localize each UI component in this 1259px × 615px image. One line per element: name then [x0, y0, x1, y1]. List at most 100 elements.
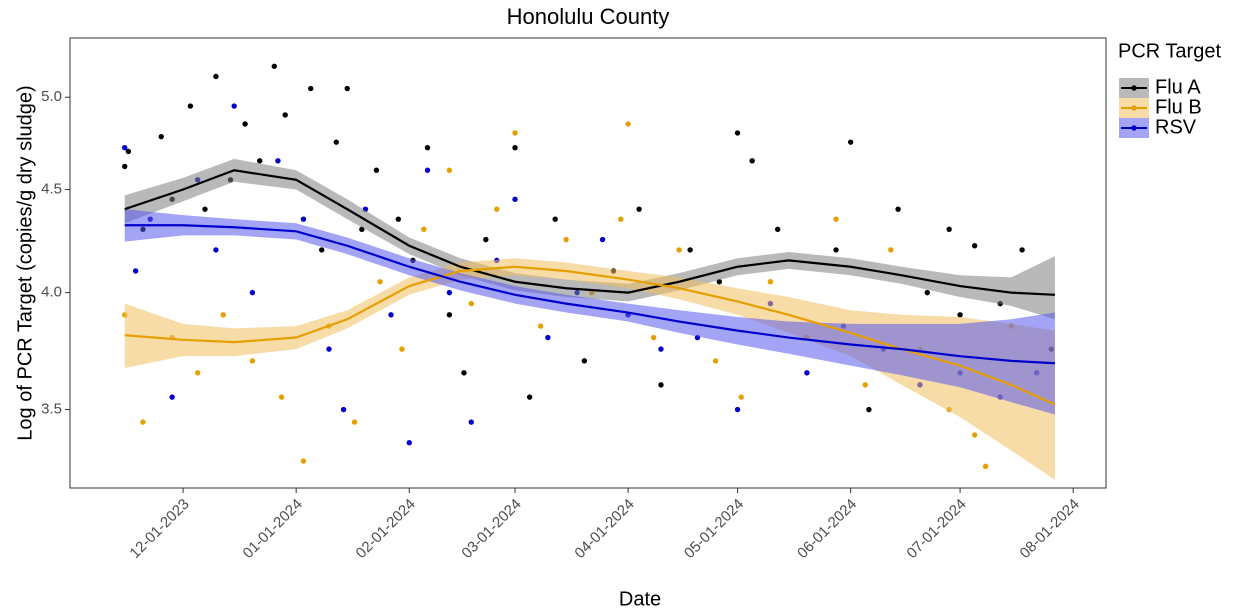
data-point [351, 419, 358, 425]
data-point [862, 382, 868, 388]
data-point [512, 144, 518, 151]
data-point [618, 216, 624, 222]
data-point [275, 158, 281, 164]
data-point [712, 358, 719, 364]
data-point [526, 394, 533, 400]
smooth-line [124, 169, 1055, 296]
data-point [278, 394, 285, 400]
y-tick-label: 4.5 [41, 180, 62, 197]
y-tick-label: 5.0 [41, 88, 62, 105]
data-point [563, 236, 569, 243]
data-point [132, 268, 139, 274]
confidence-band [124, 209, 1055, 415]
data-point [213, 247, 219, 253]
data-point [716, 279, 723, 285]
legend-label: Flu A [1155, 76, 1201, 98]
x-tick-label: 04-01-2024 [571, 496, 637, 562]
data-point [242, 121, 248, 127]
data-point [300, 216, 307, 222]
data-point [187, 103, 194, 109]
x-tick-label: 05-01-2024 [681, 496, 747, 562]
data-point [650, 334, 657, 341]
data-point [271, 63, 277, 69]
data-point [833, 216, 839, 222]
data-point [202, 206, 208, 212]
data-point [140, 419, 146, 425]
legend-key-point [1131, 125, 1137, 131]
data-point [957, 312, 963, 318]
data-point [125, 148, 132, 155]
x-tick-label: 12-01-2023 [126, 496, 192, 562]
data-point [256, 158, 263, 164]
data-point [421, 226, 427, 232]
confidence-band [124, 158, 1055, 320]
data-point [158, 133, 164, 140]
data-point [300, 458, 307, 464]
data-point [494, 206, 500, 212]
x-axis-title: Date [619, 588, 661, 610]
data-point [319, 247, 325, 253]
data-point [249, 289, 256, 296]
data-point [971, 243, 978, 249]
data-point [804, 370, 810, 376]
legend-label: Flu B [1155, 96, 1202, 118]
data-point [446, 312, 453, 318]
legend-key-point [1131, 85, 1137, 91]
data-point [545, 334, 551, 341]
data-point [774, 226, 781, 232]
data-point [687, 247, 693, 253]
data-point [399, 346, 405, 352]
data-point [122, 144, 128, 151]
data-point [406, 439, 412, 446]
data-point [767, 279, 774, 285]
x-tick-label: 08-01-2024 [1017, 496, 1083, 562]
data-point [388, 312, 394, 318]
data-point [971, 432, 978, 438]
x-tick-label: 07-01-2024 [903, 496, 969, 562]
data-point [446, 167, 453, 173]
data-point [581, 358, 588, 364]
data-point [982, 463, 989, 470]
data-point [599, 236, 606, 243]
data-point [169, 394, 175, 400]
data-point [373, 167, 380, 173]
data-point [468, 300, 474, 307]
data-point [749, 158, 755, 164]
data-point [946, 226, 952, 232]
data-point [122, 163, 128, 170]
legend-key-point [1131, 105, 1137, 111]
data-point [636, 206, 642, 212]
data-point [738, 394, 744, 400]
data-point [512, 196, 518, 202]
data-point [249, 358, 256, 364]
data-point [895, 206, 901, 212]
smooth-line [124, 224, 1055, 365]
data-point [734, 406, 741, 413]
data-point [424, 144, 431, 151]
x-tick-label: 01-01-2024 [240, 496, 306, 562]
chart-title: Honolulu County [507, 4, 670, 29]
x-tick-label: 02-01-2024 [353, 496, 419, 562]
data-point [333, 139, 339, 145]
data-point [340, 406, 347, 413]
x-tick-label: 06-01-2024 [794, 496, 860, 562]
data-point [308, 85, 314, 92]
y-tick-label: 4.0 [41, 284, 62, 301]
y-axis-title: Log of PCR Target (copies/g dry sludge) [14, 85, 36, 440]
data-point [847, 139, 854, 145]
data-point [194, 370, 201, 376]
data-point [220, 312, 226, 318]
data-point [658, 382, 664, 388]
data-point [734, 130, 741, 136]
data-point [552, 216, 558, 222]
data-point [866, 406, 872, 413]
data-point [282, 112, 288, 118]
x-tick-label: 03-01-2024 [458, 496, 524, 562]
data-point [483, 236, 489, 243]
data-point [512, 130, 518, 136]
panel-border [69, 37, 1107, 489]
legend-label: RSV [1155, 116, 1197, 138]
data-point [888, 247, 894, 253]
legend-title: PCR Target [1118, 40, 1221, 62]
